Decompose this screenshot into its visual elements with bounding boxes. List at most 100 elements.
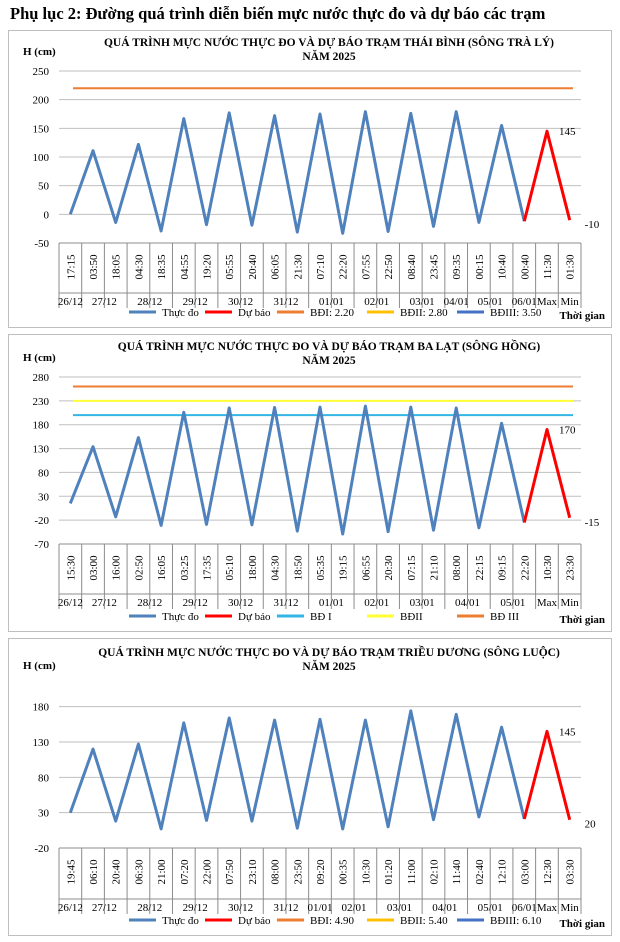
x-time-label: 18:50	[292, 555, 304, 581]
x-time-label: 21:10	[428, 555, 440, 581]
legend-label: Thực đo	[162, 915, 199, 927]
y-tick-label: 0	[44, 209, 50, 221]
observed-series-line	[68, 110, 526, 235]
x-date-label: 27/12	[92, 597, 117, 609]
y-axis-label: H (cm)	[23, 660, 56, 672]
chart-trieu-duong: QUÁ TRÌNH MỰC NƯỚC THỰC ĐO VÀ DỰ BÁO TRẠ…	[8, 638, 612, 936]
y-tick-label: -50	[34, 238, 49, 250]
y-tick-label: 180	[33, 420, 50, 432]
forecast-series-line	[522, 428, 572, 523]
x-time-label: 03:50	[88, 254, 100, 280]
x-time-label: 22:15	[474, 555, 486, 581]
x-time-label: 20:30	[383, 555, 395, 581]
x-time-label: 07:50	[224, 859, 236, 885]
chart-svg-ba-lat: QUÁ TRÌNH MỰC NƯỚC THỰC ĐO VÀ DỰ BÁO TRẠ…	[23, 338, 605, 626]
x-time-label: 22:20	[338, 254, 350, 280]
x-time-label: 06:30	[133, 859, 145, 885]
x-date-label: 26/12	[58, 902, 83, 914]
x-time-label: 00:40	[519, 254, 531, 280]
legend-label: BĐII: 2.80	[400, 307, 448, 319]
x-date-label: 30/12	[228, 296, 253, 308]
x-time-label: 23:50	[292, 859, 304, 885]
legend-label: Dự báo	[238, 307, 271, 319]
x-date-label: Min	[560, 296, 579, 308]
x-date-label: 27/12	[92, 296, 117, 308]
x-time-label: 23:45	[428, 254, 440, 280]
x-time-label: 15:30	[65, 555, 77, 581]
x-date-label: Max	[537, 296, 558, 308]
x-date-label: 29/12	[183, 597, 208, 609]
chart-title: QUÁ TRÌNH MỰC NƯỚC THỰC ĐO VÀ DỰ BÁO TRẠ…	[118, 338, 541, 353]
chart-svg-trieu-duong: QUÁ TRÌNH MỰC NƯỚC THỰC ĐO VÀ DỰ BÁO TRẠ…	[23, 644, 605, 930]
y-tick-label: -20	[34, 515, 49, 527]
x-time-label: 07:15	[406, 555, 418, 581]
x-date-label: 29/12	[183, 296, 208, 308]
legend-label: BĐII	[400, 611, 423, 623]
x-date-label: 03/01	[410, 597, 435, 609]
x-time-label: 06:55	[360, 555, 372, 581]
x-time-label: 09:35	[451, 254, 463, 280]
x-axis-label: Thời gian	[559, 614, 605, 626]
x-time-label: 22:00	[202, 859, 214, 885]
x-date-label: 01/01	[307, 902, 332, 914]
x-time-label: 07:10	[315, 254, 327, 280]
x-date-label: 06/01	[512, 296, 537, 308]
legend-label: BĐIII: 3.50	[490, 307, 542, 319]
x-time-label: 12:10	[497, 859, 509, 885]
page-title: Phụ lục 2: Đường quá trình diễn biến mực…	[10, 4, 546, 23]
forecast-series-line	[522, 729, 572, 821]
x-date-label: 05/01	[478, 296, 503, 308]
y-tick-label: 130	[33, 737, 50, 749]
x-time-label: 20:40	[247, 254, 259, 280]
x-time-label: 04:55	[179, 254, 191, 280]
legend-label: BĐ III	[490, 611, 519, 623]
legend-label: Thực đo	[162, 611, 199, 623]
x-date-label: 04/01	[444, 296, 469, 308]
x-time-label: 11:30	[542, 254, 554, 279]
x-time-label: 00:35	[338, 859, 350, 885]
x-date-label: 03/01	[410, 296, 435, 308]
x-time-label: 18:05	[111, 254, 123, 280]
x-date-label: 03/01	[387, 902, 412, 914]
x-time-label: 08:00	[270, 859, 282, 885]
x-time-label: 05:10	[224, 555, 236, 581]
x-date-label: 31/12	[273, 902, 298, 914]
x-axis-label: Thời gian	[559, 918, 605, 930]
x-time-label: 12:30	[542, 859, 554, 885]
x-time-label: 16:05	[156, 555, 168, 581]
x-date-label: 30/12	[228, 902, 253, 914]
x-time-label: 01:30	[565, 254, 577, 280]
x-date-label: Min	[560, 597, 579, 609]
x-time-label: 03:00	[88, 555, 100, 581]
legend-label: BĐII: 5.40	[400, 915, 448, 927]
x-time-label: 22:50	[383, 254, 395, 280]
x-date-label: 05/01	[500, 597, 525, 609]
data-label: 145	[559, 126, 576, 138]
y-tick-label: 200	[33, 95, 50, 107]
x-time-label: 21:30	[292, 254, 304, 280]
x-date-label: 27/12	[92, 902, 117, 914]
x-time-label: 22:20	[519, 555, 531, 581]
x-time-label: 11:00	[406, 859, 418, 884]
x-time-label: 17:15	[65, 254, 77, 280]
y-tick-label: 180	[33, 702, 50, 714]
chart-title: QUÁ TRÌNH MỰC NƯỚC THỰC ĐO VÀ DỰ BÁO TRẠ…	[98, 644, 560, 659]
legend-label: BĐI: 4.90	[310, 915, 355, 927]
legend-label: Thực đo	[162, 307, 199, 319]
x-date-label: 04/01	[432, 902, 457, 914]
x-time-label: 09:20	[315, 859, 327, 885]
y-tick-label: 80	[38, 467, 50, 479]
x-time-label: 03:25	[179, 555, 191, 581]
y-tick-label: 280	[33, 372, 50, 384]
y-tick-label: 80	[38, 772, 50, 784]
y-tick-label: 30	[38, 491, 50, 503]
x-time-label: 06:05	[270, 254, 282, 280]
x-time-label: 02:10	[428, 859, 440, 885]
x-date-label: Min	[560, 902, 579, 914]
y-axis-label: H (cm)	[23, 352, 56, 364]
data-label: 170	[559, 424, 576, 436]
x-time-label: 19:15	[338, 555, 350, 581]
chart-subtitle: NĂM 2025	[302, 49, 356, 63]
x-time-label: 03:00	[519, 859, 531, 885]
legend-label: BĐIII: 6.10	[490, 915, 542, 927]
